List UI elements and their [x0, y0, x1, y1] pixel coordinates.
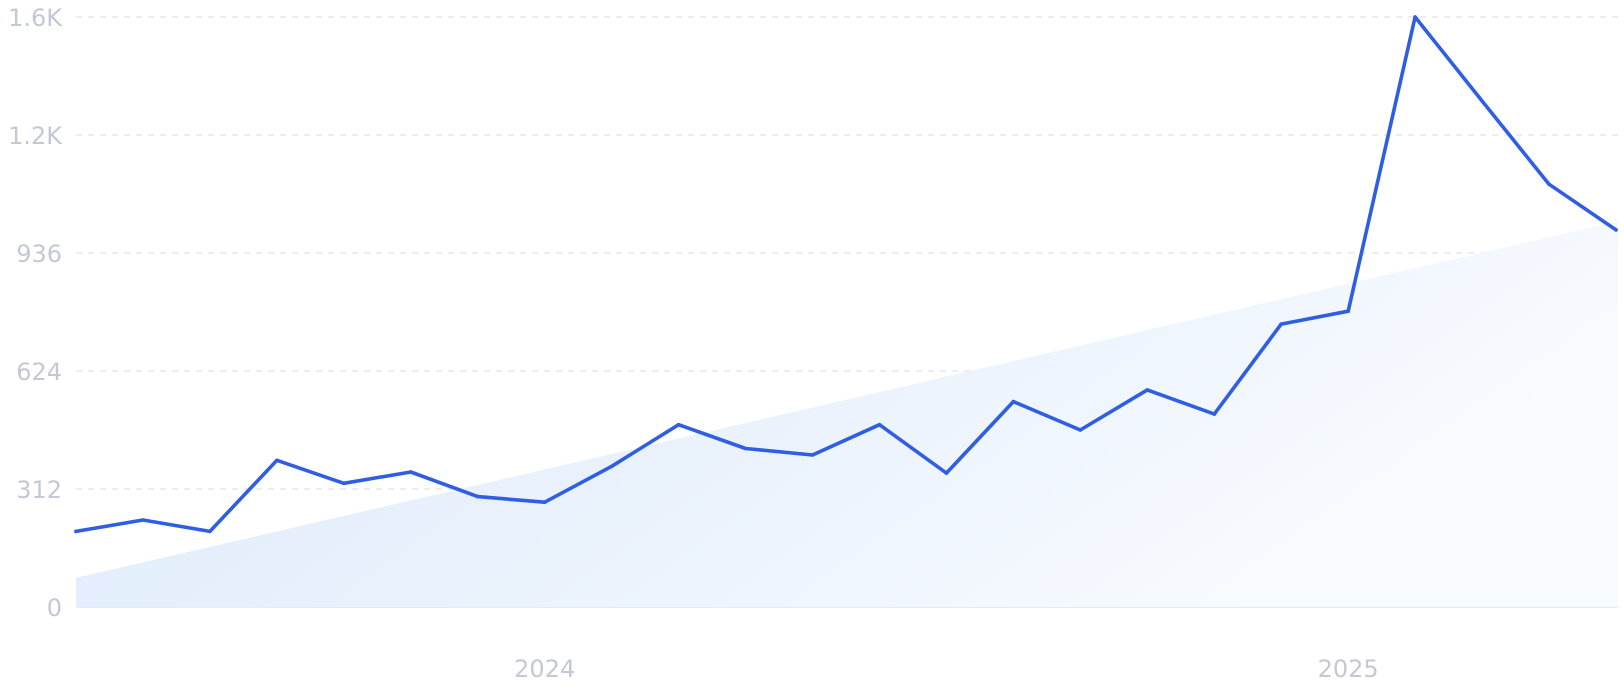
y-tick-label: 1.2K: [8, 122, 63, 150]
data-point: [74, 529, 78, 534]
y-tick-label: 312: [16, 476, 62, 504]
data-point: [208, 529, 212, 534]
series-line-layer: [74, 15, 1618, 534]
x-tick-label: 2024: [514, 655, 575, 683]
data-point: [141, 518, 145, 522]
data-point: [676, 422, 681, 427]
data-point: [1480, 99, 1484, 103]
y-tick-label: 0: [47, 594, 62, 622]
data-point: [810, 453, 815, 457]
data-point: [409, 470, 413, 474]
data-point: [1011, 399, 1016, 404]
x-axis: 2024 2025: [514, 655, 1379, 683]
series-line: [74, 15, 1618, 534]
data-point: [1212, 412, 1217, 416]
y-axis: 0 312 624 936 1.2K 1.6K: [8, 4, 63, 622]
data-point: [342, 481, 346, 486]
data-point: [743, 446, 748, 451]
data-point: [475, 494, 480, 499]
y-tick-label: 1.6K: [8, 4, 63, 32]
data-point: [1614, 228, 1618, 232]
data-point: [1413, 15, 1417, 19]
data-point: [275, 458, 279, 463]
x-tick-label: 2025: [1318, 655, 1379, 683]
data-point: [944, 471, 949, 475]
trend-area: [76, 221, 1618, 607]
data-point: [1346, 309, 1350, 314]
y-tick-label: 624: [16, 358, 62, 386]
data-point: [1547, 182, 1551, 186]
data-point: [1078, 428, 1083, 432]
y-tick-label: 936: [16, 240, 62, 268]
data-point: [1145, 388, 1150, 392]
data-point: [1279, 322, 1283, 326]
trend-area-layer: [76, 221, 1618, 607]
data-point: [609, 464, 614, 469]
data-point: [542, 500, 547, 505]
data-point: [877, 422, 882, 427]
